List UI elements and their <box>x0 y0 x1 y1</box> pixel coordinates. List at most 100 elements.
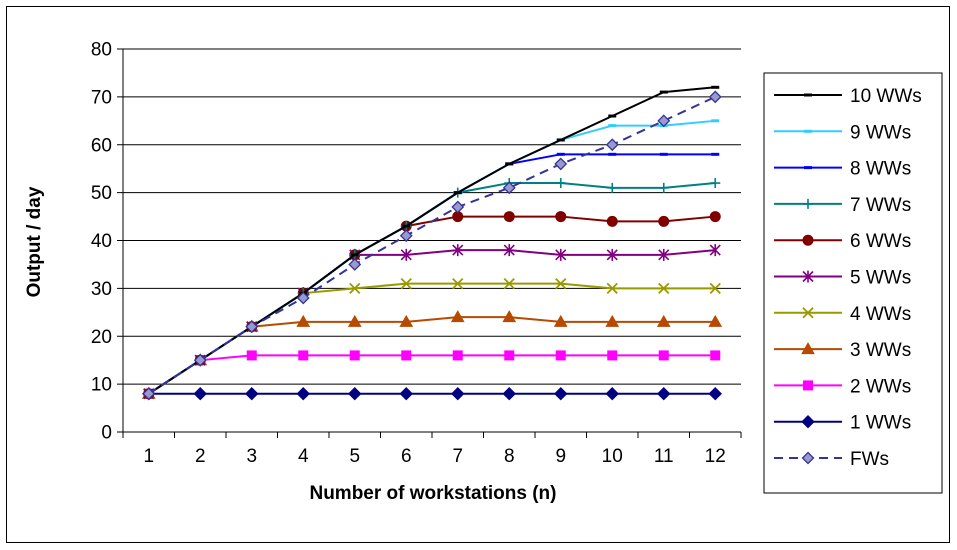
data-point <box>450 310 465 323</box>
legend-label: 3 WWs <box>850 340 911 361</box>
data-point <box>803 198 813 209</box>
legend-item: 6 WWs <box>774 231 911 252</box>
data-point <box>452 277 464 290</box>
data-point <box>708 314 723 327</box>
legend-item: 4 WWs <box>774 304 911 325</box>
legend-label: 10 WWs <box>850 86 922 107</box>
y-tick-label: 30 <box>91 279 112 300</box>
data-point <box>802 270 814 283</box>
data-point <box>606 282 618 295</box>
legend-label: 1 WWs <box>850 413 911 434</box>
data-point <box>605 386 619 401</box>
legend: 10 WWs 9 WWs 8 WWs 7 WWs 6 WWs 5 WWs 4 WWs 3 WW… <box>763 72 943 494</box>
data-point <box>399 229 413 243</box>
data-point <box>658 182 669 193</box>
data-point <box>606 215 618 227</box>
data-point <box>708 386 722 401</box>
data-point <box>607 350 618 361</box>
data-point <box>802 234 814 246</box>
x-tick-label: 1 <box>143 446 154 467</box>
x-tick-label: 5 <box>349 446 360 467</box>
data-point <box>503 211 515 223</box>
x-axis-title: Number of workstations (n) <box>309 483 556 504</box>
y-tick-label: 10 <box>91 375 112 396</box>
y-tick-label: 40 <box>91 231 112 252</box>
x-tick-label: 2 <box>195 446 206 467</box>
legend-label: 7 WWs <box>850 195 911 216</box>
data-point <box>607 182 618 193</box>
legend-label: 8 WWs <box>850 159 911 180</box>
gridlines <box>123 48 741 385</box>
data-point <box>502 181 516 195</box>
legend-item: 7 WWs <box>774 195 911 216</box>
data-point <box>709 282 721 295</box>
data-point <box>452 244 464 257</box>
data-point <box>710 350 721 361</box>
data-point <box>347 314 362 327</box>
data-point <box>657 114 671 128</box>
x-tick-label: 10 <box>602 446 623 467</box>
data-point <box>555 277 567 290</box>
data-point <box>400 248 412 261</box>
x-tick-label: 8 <box>504 446 515 467</box>
x-tick-label: 7 <box>452 446 463 467</box>
data-point <box>554 386 568 401</box>
series-4-wws <box>143 277 721 400</box>
data-point <box>348 386 362 401</box>
series-line <box>148 119 716 395</box>
legend-item: 9 WWs <box>774 122 911 143</box>
y-tick-label: 80 <box>91 40 112 61</box>
data-point <box>451 386 465 401</box>
legend-label: 4 WWs <box>850 304 911 325</box>
data-point <box>245 320 259 334</box>
legend-item: 5 WWs <box>774 268 911 289</box>
series-6-wws <box>143 211 721 400</box>
data-point <box>349 350 360 361</box>
series-group <box>141 85 723 401</box>
y-tick-label: 60 <box>91 135 112 156</box>
y-tick-label: 70 <box>91 87 112 108</box>
data-point <box>605 138 619 152</box>
y-tick-label: 20 <box>91 327 112 348</box>
series-9-wws <box>144 119 720 396</box>
y-tick-label: 0 <box>101 423 112 444</box>
data-point <box>555 350 566 361</box>
data-point <box>142 387 156 401</box>
series-2-wws <box>143 350 721 399</box>
data-point <box>710 178 721 189</box>
y-axis-title: Output / day <box>24 186 45 297</box>
data-point <box>296 386 310 401</box>
data-point <box>555 248 567 261</box>
x-tick-label: 12 <box>705 446 726 467</box>
x-tick-label: 3 <box>246 446 257 467</box>
data-point <box>502 310 517 323</box>
data-point <box>802 307 814 319</box>
data-point <box>657 386 671 401</box>
legend-item: 10 WWs <box>774 86 922 107</box>
data-point <box>555 211 567 223</box>
legend-item: FWs <box>774 449 889 470</box>
data-point <box>606 248 618 261</box>
legend-label: 5 WWs <box>850 268 911 289</box>
data-point <box>709 211 721 223</box>
data-point <box>801 414 815 429</box>
x-tick-label: 4 <box>298 446 309 467</box>
data-point <box>555 178 566 189</box>
x-tick-label: 11 <box>654 446 674 467</box>
data-point <box>399 386 413 401</box>
series-1-wws <box>142 386 722 401</box>
y-tick-label: 50 <box>91 183 112 204</box>
legend-label: 2 WWs <box>850 376 911 397</box>
legend-item: 3 WWs <box>774 340 911 361</box>
series-line <box>148 354 716 395</box>
data-point <box>399 314 414 327</box>
data-point <box>193 353 207 367</box>
series-fws <box>142 90 722 401</box>
data-point <box>298 350 309 361</box>
data-point <box>554 157 568 171</box>
data-point <box>658 350 669 361</box>
data-point <box>709 244 721 257</box>
data-point <box>658 248 670 261</box>
